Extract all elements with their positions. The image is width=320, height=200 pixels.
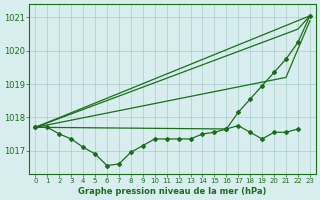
X-axis label: Graphe pression niveau de la mer (hPa): Graphe pression niveau de la mer (hPa) bbox=[78, 187, 267, 196]
